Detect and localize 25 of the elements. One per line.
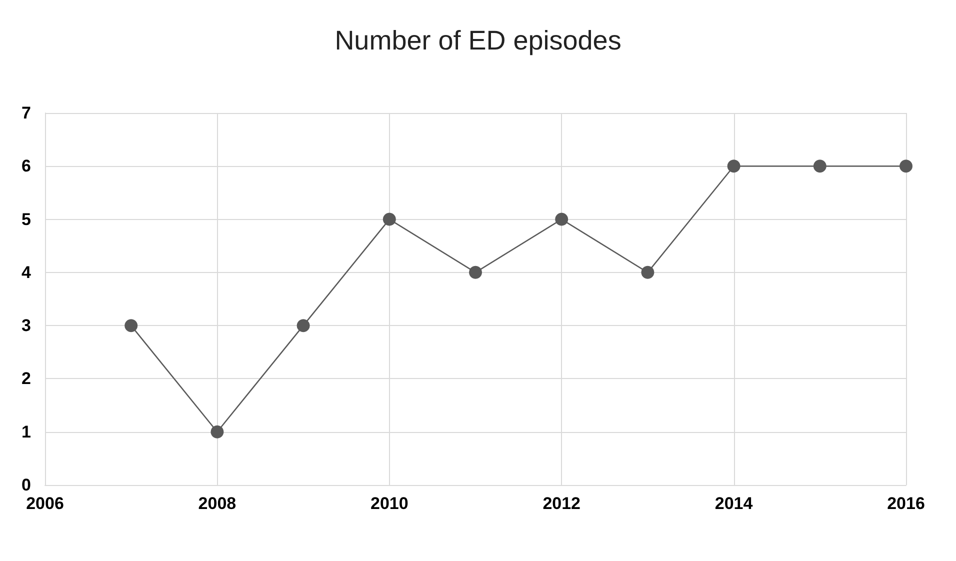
point — [210, 425, 224, 438]
chart-title: Number of ED episodes — [334, 26, 622, 56]
point — [469, 266, 482, 279]
y-tick-label: 5 — [22, 210, 31, 229]
y-tick-label: 0 — [22, 476, 31, 494]
y-tick-label: 2 — [22, 369, 31, 388]
x-tick-label: 2014 — [714, 494, 754, 513]
x-tick-label: 2008 — [198, 494, 236, 513]
point — [641, 266, 654, 279]
point — [813, 160, 826, 173]
x-tick-label: 2012 — [542, 494, 581, 513]
point — [296, 319, 310, 332]
x-tick-label: 2016 — [887, 494, 925, 513]
y-tick-label: 7 — [22, 104, 31, 122]
point — [124, 319, 138, 332]
y-tick-label: 6 — [22, 156, 31, 176]
y-tick-label: 4 — [22, 262, 32, 282]
x-tick-label: 2010 — [370, 494, 408, 513]
point — [900, 160, 912, 173]
y-tick-label: 1 — [22, 422, 31, 442]
y-tick-label: 3 — [22, 316, 31, 336]
point — [555, 212, 568, 226]
point — [382, 212, 396, 226]
x-tick-label: 2006 — [26, 494, 64, 513]
point — [727, 160, 740, 173]
